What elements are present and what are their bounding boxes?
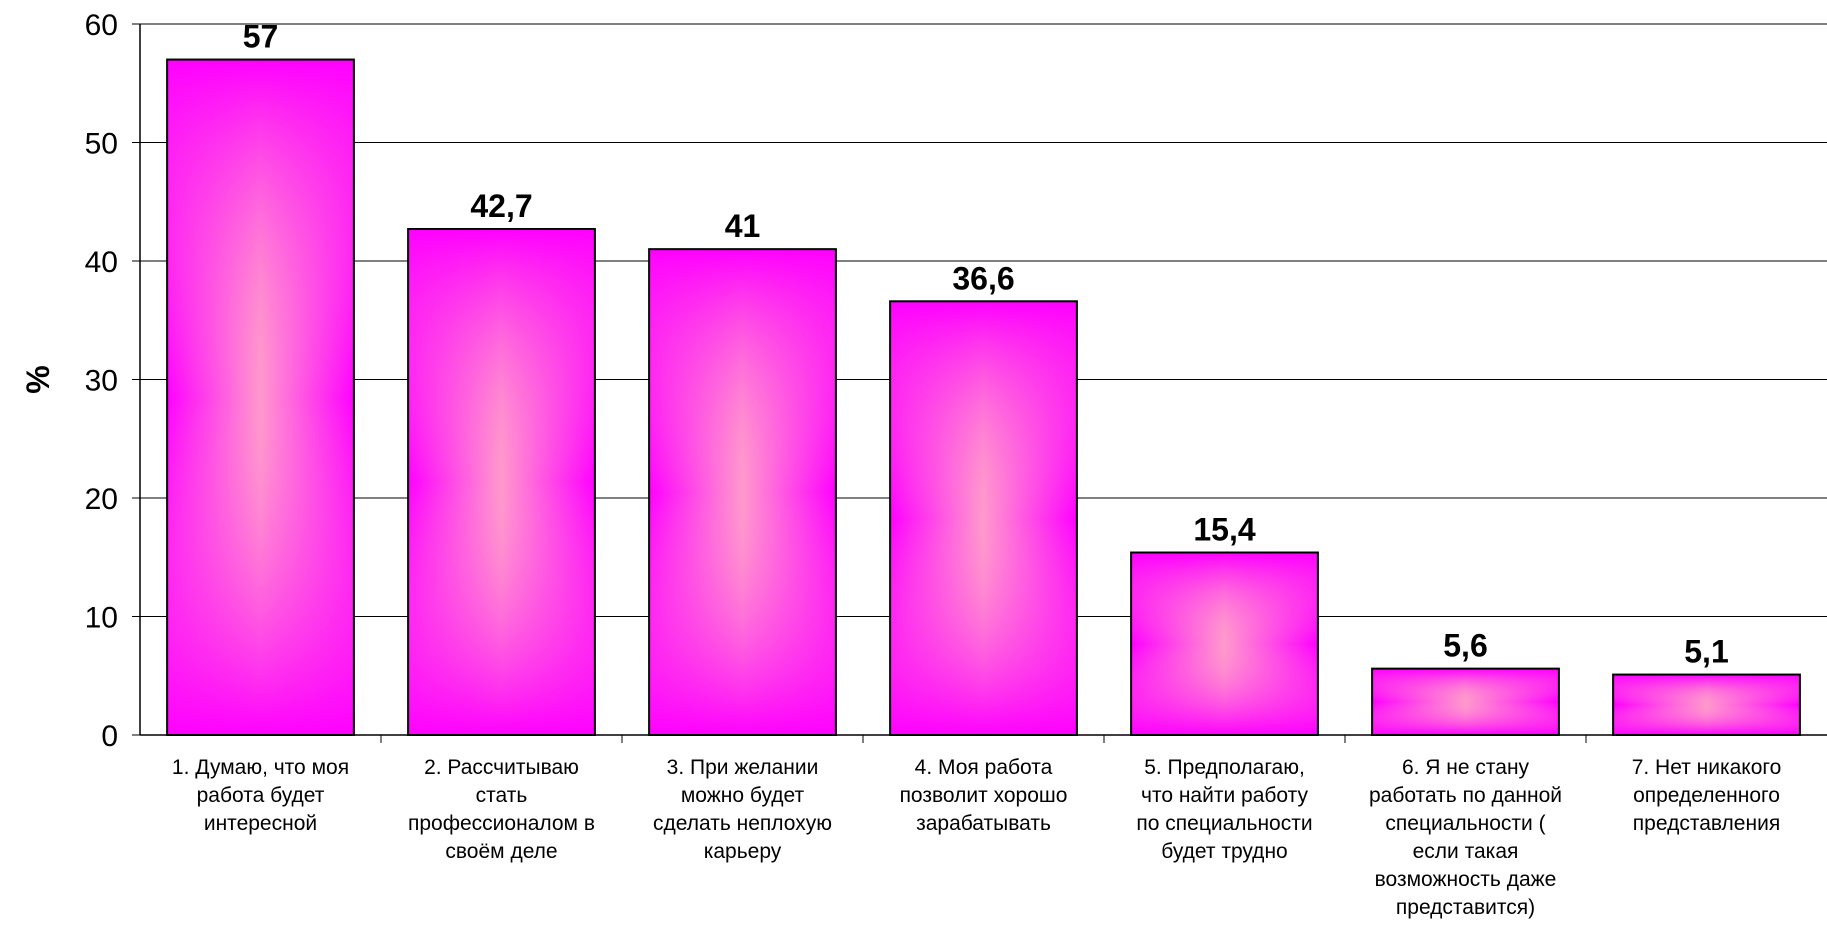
bar [166, 58, 355, 737]
x-category-label: 1. Думаю, что моя работа будет интересной [172, 756, 349, 835]
data-label: 42,7 [470, 188, 532, 224]
y-tick-label: 10 [85, 602, 118, 635]
data-label: 5,1 [1684, 634, 1728, 670]
bar [1371, 667, 1560, 737]
bar [1130, 551, 1319, 737]
bar [1612, 673, 1801, 737]
x-category-label: 3. При желании можно будет сделать неплоху… [653, 756, 832, 863]
y-tick-label: 0 [101, 720, 118, 753]
labels: 0 10 20 30 40 50 60 57 1. Думаю, что моя работа б… [85, 9, 1782, 919]
y-tick-label: 50 [85, 128, 118, 161]
y-tick-label: 60 [85, 9, 118, 42]
x-category-label: 4. Моя работа позволит хорошо зарабатывать [900, 756, 1068, 835]
y-tick-label: 40 [85, 246, 118, 279]
y-tick-label: 30 [85, 365, 118, 398]
data-label: 15,4 [1193, 512, 1255, 548]
data-label: 41 [725, 208, 761, 244]
y-axis-title: % [20, 365, 56, 393]
x-category-label: 2. Рассчитываю стать профессионалом в своём… [408, 756, 595, 863]
data-label: 57 [243, 19, 279, 55]
axes [132, 23, 1827, 743]
y-tick-label: 20 [85, 483, 118, 516]
bar [648, 248, 837, 736]
data-label: 5,6 [1443, 628, 1487, 664]
bars [166, 58, 1801, 737]
bar [407, 228, 596, 736]
x-category-label: 7. Нет никакого определенного представлени… [1632, 756, 1782, 835]
x-category-label: 6. Я не стану работать по данной специальн… [1369, 756, 1562, 919]
bar [889, 300, 1078, 736]
data-label: 36,6 [952, 260, 1014, 296]
x-category-label: 5. Предполагаю, что найти работу по специа… [1136, 756, 1312, 863]
